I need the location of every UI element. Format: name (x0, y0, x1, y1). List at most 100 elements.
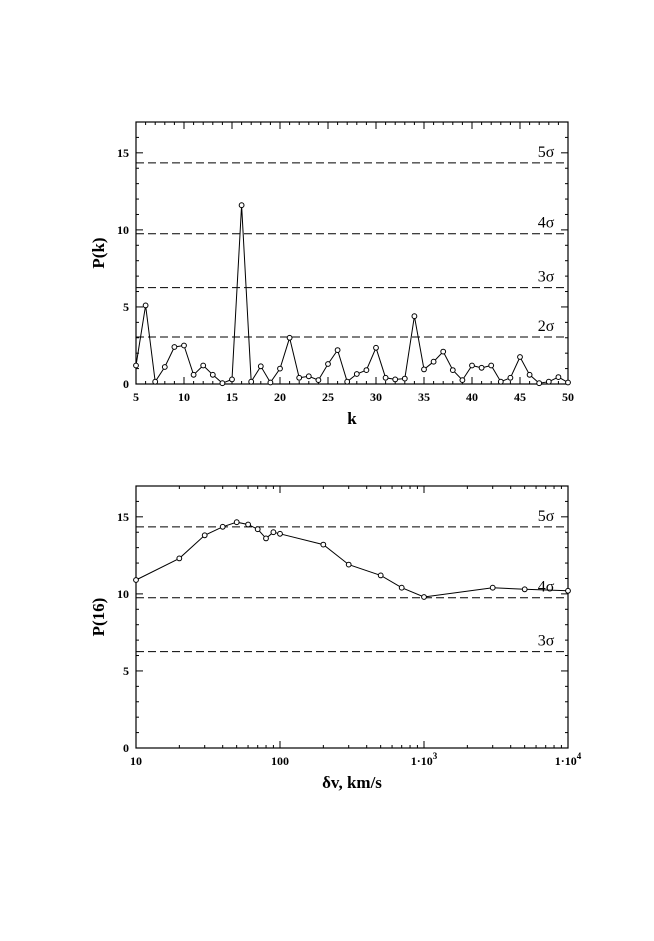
data-point (315, 377, 322, 384)
data-point (398, 584, 405, 591)
data-point (459, 377, 466, 384)
plot-frame (135, 485, 569, 749)
sigma-label: 3σ (538, 633, 555, 650)
x-tick-label: 5 (133, 390, 139, 404)
x-tick-label: 45 (514, 390, 526, 404)
data-point (521, 586, 528, 593)
x-axis-label: δv, km/s (322, 773, 382, 792)
chart-panel-2: 5σ 4σ 3σ 0 5 10 15 10 100 1·103 1·104 δv, km/s P(16) (89, 485, 582, 792)
data-point (171, 344, 178, 350)
data-point (345, 561, 352, 568)
x-tick-label: 20 (274, 390, 286, 404)
data-point (373, 344, 379, 351)
data-point (233, 519, 240, 526)
y-tick-label: 5 (123, 664, 129, 678)
data-point (152, 378, 159, 385)
data-point (229, 376, 235, 383)
data-point (344, 378, 351, 385)
y-axis-label: P(k) (89, 237, 108, 268)
data-point (507, 374, 514, 381)
sigma-label: 4σ (538, 215, 555, 232)
x-tick-exponent: 3 (433, 751, 438, 761)
sigma-label: 5σ (538, 508, 555, 525)
data-point (411, 313, 418, 320)
data-point (430, 358, 437, 365)
data-point (286, 334, 293, 341)
y-tick-label: 10 (117, 223, 129, 237)
data-point (219, 523, 226, 530)
plot-frame (135, 121, 569, 385)
data-point (296, 374, 303, 381)
data-point (277, 365, 283, 372)
data-point (440, 348, 447, 355)
data-point (377, 572, 384, 579)
data-point (469, 362, 475, 369)
x-tick-label: 10 (130, 754, 142, 768)
data-point (238, 202, 245, 209)
x-tick-label: 1·104 (555, 751, 582, 768)
data-point (200, 362, 207, 369)
x-tick-label: 15 (226, 390, 238, 404)
data-point (565, 587, 571, 594)
data-point (209, 371, 216, 378)
data-point (190, 371, 197, 378)
data-point (267, 379, 274, 386)
sigma-label: 2σ (538, 318, 555, 335)
y-tick-label: 0 (123, 377, 129, 391)
data-point (254, 526, 261, 533)
data-point (334, 347, 341, 354)
data-point (176, 555, 183, 562)
data-point (270, 529, 277, 536)
data-point (421, 594, 427, 600)
data-point (545, 378, 552, 385)
data-point (449, 367, 456, 374)
data-point (488, 362, 495, 369)
x-axis-label: k (347, 409, 357, 428)
data-point (392, 376, 399, 383)
data-point (363, 367, 370, 374)
y-tick-label: 0 (123, 741, 129, 755)
data-point (478, 364, 485, 371)
data-point (536, 380, 543, 387)
x-tick-label: 35 (418, 390, 430, 404)
data-series-line (135, 521, 569, 598)
data-point (277, 530, 283, 537)
x-tick-label: 10 (178, 390, 190, 404)
data-point (133, 362, 139, 369)
data-point (353, 371, 360, 377)
sigma-label: 4σ (538, 579, 555, 596)
y-axis-label: P(16) (89, 598, 108, 637)
data-point (257, 363, 264, 370)
data-point (555, 374, 562, 381)
data-point (263, 535, 269, 542)
data-point (320, 541, 327, 548)
data-point (421, 366, 427, 373)
data-point (248, 378, 255, 385)
y-tick-label: 10 (117, 587, 129, 601)
data-point (133, 577, 139, 583)
data-point (517, 354, 523, 360)
data-point (325, 361, 331, 367)
data-point (219, 380, 226, 387)
y-tick-label: 5 (123, 300, 129, 314)
x-tick-label: 25 (322, 390, 334, 404)
x-tick-label: 1·103 (411, 751, 438, 768)
data-point (565, 379, 571, 386)
data-point (382, 374, 389, 381)
data-point (526, 371, 533, 378)
data-point (305, 373, 312, 380)
data-point (142, 302, 149, 309)
sigma-label: 3σ (538, 269, 555, 286)
x-tick-label: 50 (562, 390, 574, 404)
data-point (401, 375, 408, 382)
y-tick-label: 15 (117, 146, 129, 160)
x-tick-label: 30 (370, 390, 382, 404)
x-tick-exponent: 4 (577, 751, 582, 761)
y-tick-label: 15 (117, 510, 129, 524)
data-point (181, 342, 187, 349)
data-point (489, 584, 496, 591)
sigma-label: 5σ (538, 144, 555, 161)
data-series-line (135, 205, 569, 384)
